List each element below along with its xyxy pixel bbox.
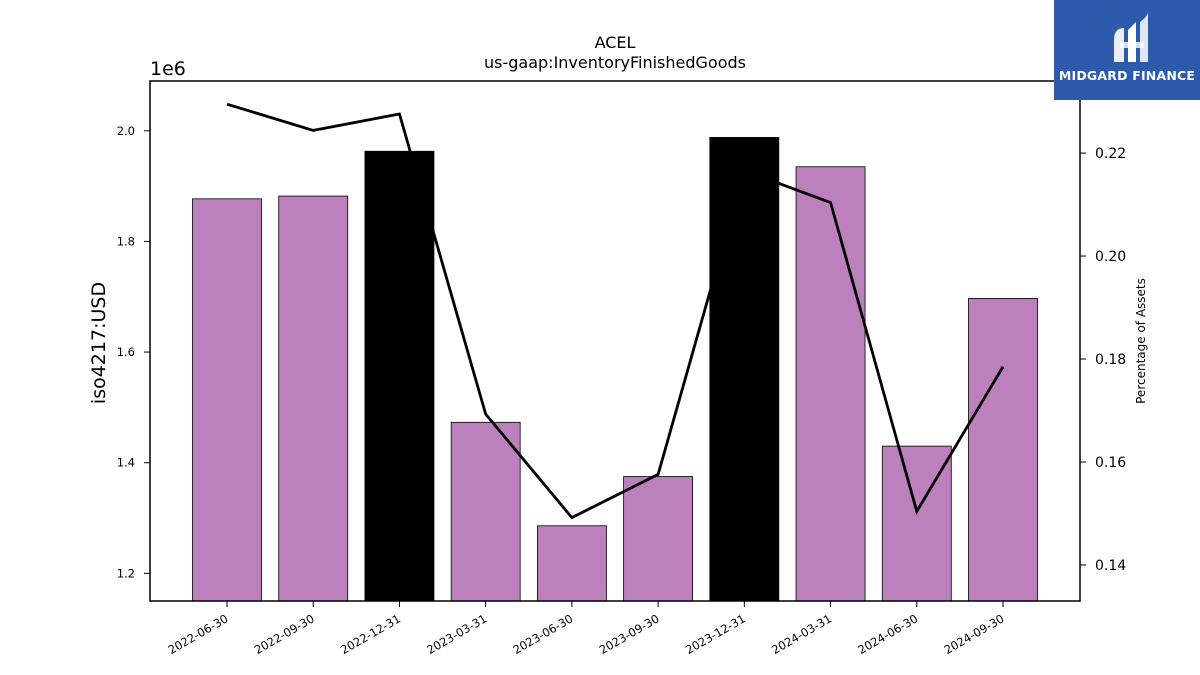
y2-axis: 0.14 0.16 0.18 0.20 0.22: [1080, 146, 1126, 574]
chart-title: ACEL: [595, 33, 636, 52]
y2-tick-label: 0.22: [1095, 146, 1126, 162]
x-tick-label: 2024-09-30: [942, 611, 1007, 657]
bar-2024-03-31: [795, 166, 866, 602]
bar-2024-09-30: [968, 298, 1038, 602]
brand-logo: MIDGARD FINANCE: [1054, 0, 1200, 100]
bars: [192, 137, 1038, 602]
x-tick-label: 2024-03-31: [769, 611, 834, 657]
x-tick-label: 2023-12-31: [683, 611, 748, 657]
x-axis: 2022-06-30 2022-09-30 2022-12-31 2023-03-31…: [166, 601, 1007, 657]
x-tick-label: 2023-03-31: [424, 611, 489, 657]
y2-axis-label: Percentage of Assets: [1134, 278, 1148, 404]
bar-2023-06-30: [536, 525, 607, 602]
y-tick-label: 1.4: [117, 456, 135, 470]
brand-name: MIDGARD FINANCE: [1058, 68, 1196, 83]
y-axis: 1.2 1.4 1.6 1.8 2.0: [117, 124, 150, 580]
plot-frame: [149, 80, 1081, 602]
x-tick-label: 2022-12-31: [338, 611, 403, 657]
y-tick-label: 2.0: [117, 124, 135, 138]
x-tick-label: 2023-06-30: [511, 611, 576, 657]
y-tick-label: 1.8: [117, 234, 135, 248]
x-tick-label: 2022-09-30: [252, 611, 317, 657]
bar-2022-06-30: [192, 198, 262, 602]
chart-subtitle: us-gaap:InventoryFinishedGoods: [484, 53, 746, 72]
y2-tick-label: 0.20: [1095, 249, 1126, 265]
y-offset-label: 1e6: [150, 58, 186, 80]
bar-2023-12-31: [709, 137, 780, 602]
bar-2022-12-31: [364, 150, 435, 602]
y-tick-label: 1.6: [117, 345, 135, 359]
x-tick-label: 2022-06-30: [166, 611, 231, 657]
y2-tick-label: 0.16: [1095, 455, 1126, 471]
line-series: [226, 102, 1005, 520]
y-tick-label: 1.2: [117, 566, 135, 580]
line-path: [226, 102, 1005, 520]
y-axis-label: iso4217:USD: [88, 282, 110, 404]
midgard-logo-icon: [1114, 12, 1148, 62]
bar-2022-09-30: [278, 195, 349, 602]
bar-2023-03-31: [450, 421, 521, 602]
y2-tick-label: 0.14: [1095, 558, 1126, 574]
x-tick-label: 2024-06-30: [855, 611, 920, 657]
x-tick-label: 2023-09-30: [597, 611, 662, 657]
y2-tick-label: 0.18: [1095, 352, 1126, 368]
bar-2023-09-30: [623, 476, 694, 602]
